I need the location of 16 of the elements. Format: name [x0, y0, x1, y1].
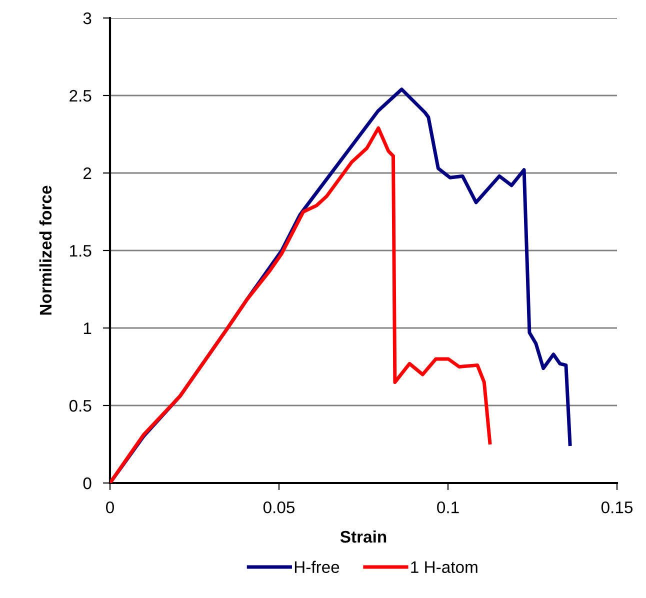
y-tick-label: 0: [83, 477, 92, 490]
y-tick-label: 2.5: [70, 90, 92, 102]
y-axis-title: Normilized force: [39, 186, 52, 315]
y-tick-label: 3: [83, 12, 92, 24]
x-tick-label: 0.15: [601, 501, 633, 514]
line-series: [110, 126, 492, 483]
x-tick-label: 0.05: [263, 501, 295, 514]
x-tick-label: 0: [106, 501, 114, 514]
legend-label: 1 H-atom: [411, 561, 478, 574]
y-tick-label: 0.5: [69, 400, 92, 412]
x-axis-title: Strain: [340, 530, 386, 543]
y-tick-label: 1: [84, 322, 92, 334]
y-tick-label: 1.5: [70, 245, 92, 257]
x-tick-label: 0.1: [437, 501, 459, 514]
legend-label: H-free: [294, 560, 340, 574]
y-tick-label: 2: [84, 167, 92, 180]
